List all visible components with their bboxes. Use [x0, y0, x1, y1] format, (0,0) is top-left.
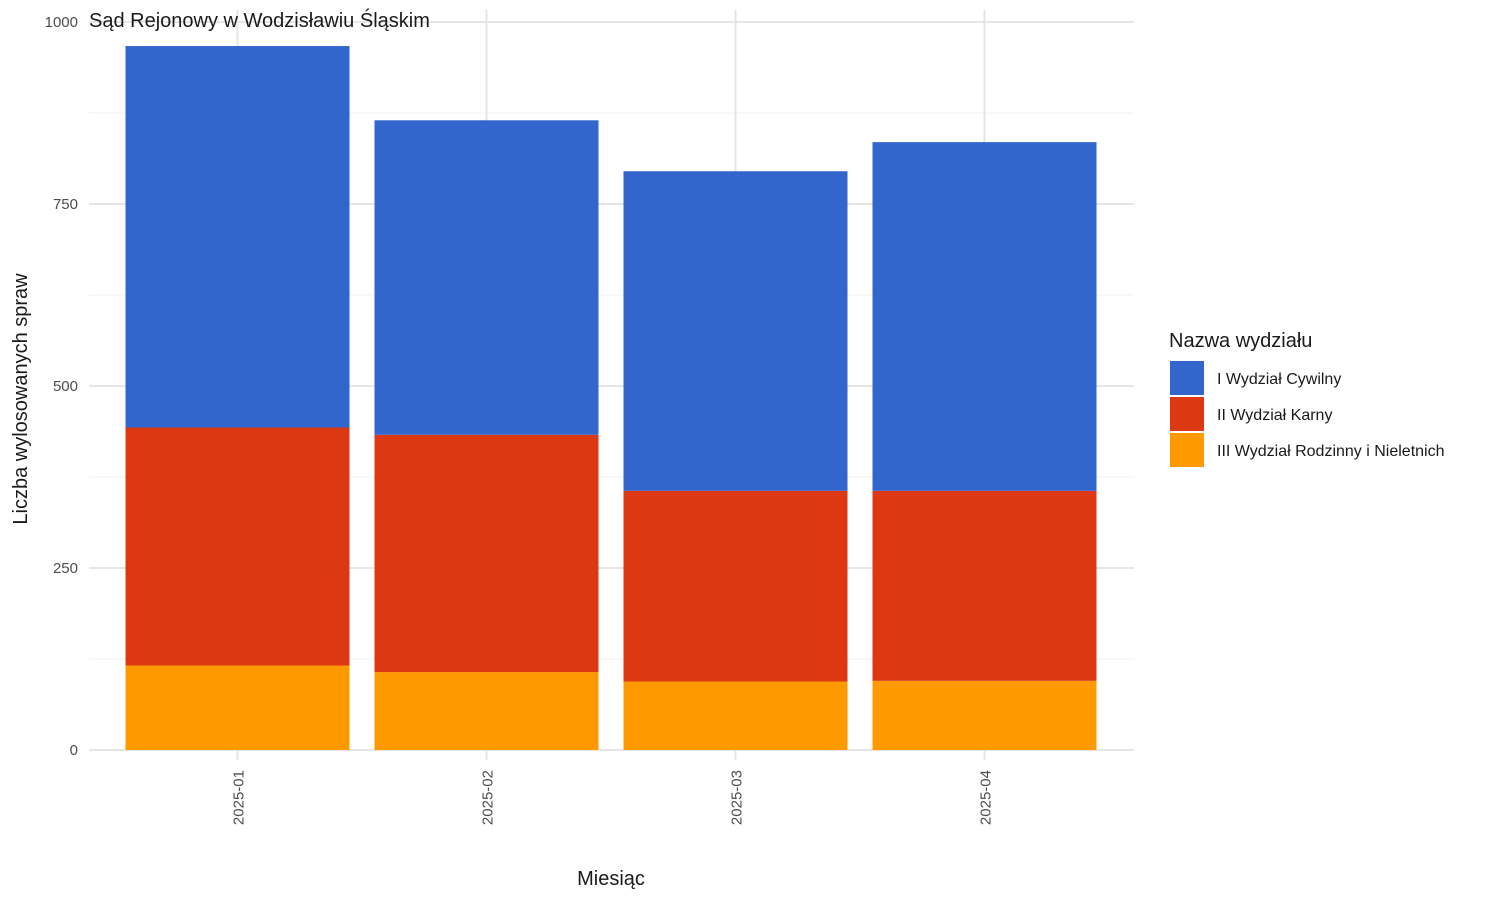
bar-segment-2025-02-s3 — [374, 672, 599, 750]
x-tick-label: 2025-03 — [729, 770, 746, 825]
legend-items: I Wydział Cywilny II Wydział Karny III Wyd… — [1170, 361, 1445, 467]
y-tick-label: 0 — [70, 742, 78, 759]
x-tick-label: 2025-01 — [231, 770, 248, 825]
y-axis-title: Liczba wylosowanych spraw — [10, 273, 32, 525]
bar-segment-2025-03-s2 — [623, 490, 848, 682]
bars — [125, 46, 1097, 750]
bar-segment-2025-01-s3 — [125, 665, 350, 750]
bar-segment-2025-01-s1 — [125, 46, 350, 428]
bar-segment-2025-02-s2 — [374, 434, 599, 673]
y-tick-label: 750 — [53, 196, 78, 213]
legend-label: I Wydział Cywilny — [1217, 371, 1341, 388]
y-tick-label: 500 — [53, 378, 78, 395]
legend-label: III Wydział Rodzinny i Nieletnich — [1217, 443, 1445, 460]
x-tick-label: 2025-04 — [978, 770, 995, 825]
legend-title: Nazwa wydziału — [1169, 330, 1312, 352]
bar-segment-2025-02-s1 — [374, 120, 599, 435]
y-tick-label: 1000 — [45, 14, 78, 31]
legend-key — [1170, 397, 1204, 431]
x-tick-label: 2025-02 — [480, 770, 497, 825]
axes: 0 250 500 750 1000 2025-01 2025-02 2025-03 2025-… — [45, 14, 995, 825]
x-axis-title: Miesiąc — [577, 868, 645, 890]
y-tick-label: 250 — [53, 560, 78, 577]
legend-key — [1170, 433, 1204, 467]
bar-segment-2025-04-s1 — [872, 142, 1097, 491]
bar-segment-2025-04-s2 — [872, 490, 1097, 681]
chart-title: Sąd Rejonowy w Wodzisławiu Śląskim — [89, 8, 430, 32]
bar-segment-2025-03-s3 — [623, 681, 848, 750]
bar-segment-2025-01-s2 — [125, 427, 350, 666]
bar-segment-2025-03-s1 — [623, 171, 848, 491]
legend: Nazwa wydziału I Wydział Cywilny II Wydzi… — [1169, 330, 1445, 467]
legend-label: II Wydział Karny — [1217, 407, 1332, 424]
bar-segment-2025-04-s3 — [872, 680, 1097, 750]
legend-key — [1170, 361, 1204, 395]
